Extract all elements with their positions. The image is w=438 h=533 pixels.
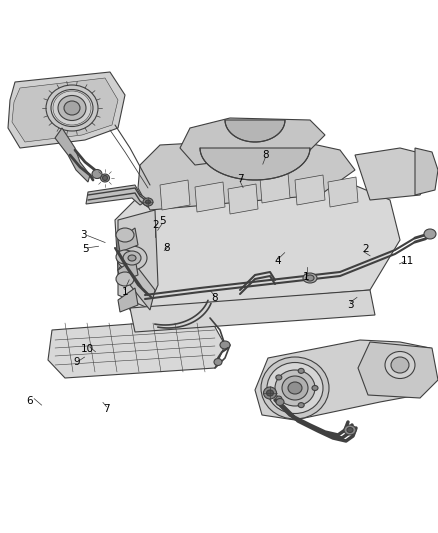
- Polygon shape: [228, 184, 258, 214]
- Ellipse shape: [220, 341, 230, 349]
- Ellipse shape: [391, 357, 409, 373]
- Ellipse shape: [379, 346, 421, 384]
- Ellipse shape: [306, 275, 314, 281]
- Text: 7: 7: [237, 174, 244, 183]
- Text: 6: 6: [26, 396, 33, 406]
- Ellipse shape: [214, 359, 222, 366]
- Text: 3: 3: [347, 300, 354, 310]
- Text: 8: 8: [163, 243, 170, 253]
- Text: 4: 4: [275, 256, 282, 266]
- Polygon shape: [8, 72, 125, 148]
- Polygon shape: [86, 185, 148, 205]
- Ellipse shape: [264, 387, 276, 399]
- Text: 2: 2: [152, 221, 159, 230]
- Polygon shape: [225, 120, 285, 142]
- Ellipse shape: [267, 362, 323, 414]
- Ellipse shape: [347, 427, 353, 432]
- Polygon shape: [115, 175, 400, 310]
- Polygon shape: [160, 180, 190, 210]
- Polygon shape: [260, 173, 290, 203]
- Polygon shape: [12, 78, 118, 142]
- Polygon shape: [328, 177, 358, 207]
- Polygon shape: [358, 342, 438, 398]
- Ellipse shape: [312, 385, 318, 391]
- Ellipse shape: [123, 251, 141, 265]
- Ellipse shape: [58, 95, 86, 120]
- Text: 3: 3: [80, 230, 87, 239]
- Ellipse shape: [46, 85, 98, 131]
- Ellipse shape: [298, 368, 304, 374]
- Polygon shape: [130, 290, 375, 332]
- Polygon shape: [118, 210, 158, 308]
- Ellipse shape: [298, 402, 304, 408]
- Text: 8: 8: [211, 294, 218, 303]
- Text: 7: 7: [103, 405, 110, 414]
- Ellipse shape: [344, 425, 356, 435]
- Ellipse shape: [92, 169, 102, 179]
- Polygon shape: [415, 148, 438, 195]
- Ellipse shape: [116, 272, 134, 286]
- Ellipse shape: [116, 228, 134, 242]
- Ellipse shape: [116, 250, 134, 264]
- Text: 5: 5: [159, 216, 166, 226]
- Ellipse shape: [424, 229, 436, 239]
- Ellipse shape: [261, 357, 329, 419]
- Ellipse shape: [100, 174, 110, 182]
- Ellipse shape: [282, 376, 308, 400]
- Polygon shape: [355, 148, 432, 200]
- Polygon shape: [55, 128, 90, 182]
- Text: 9: 9: [73, 358, 80, 367]
- Text: 1: 1: [121, 287, 128, 297]
- Polygon shape: [48, 318, 225, 378]
- Ellipse shape: [303, 273, 317, 283]
- Text: 11: 11: [401, 256, 414, 266]
- Ellipse shape: [117, 246, 147, 270]
- Polygon shape: [118, 228, 138, 252]
- Ellipse shape: [64, 101, 80, 115]
- Ellipse shape: [145, 200, 151, 204]
- Text: 5: 5: [82, 245, 89, 254]
- Ellipse shape: [128, 255, 136, 261]
- Ellipse shape: [276, 399, 284, 406]
- Text: 1: 1: [303, 272, 310, 282]
- Polygon shape: [195, 182, 225, 212]
- Ellipse shape: [275, 370, 315, 406]
- Text: 2: 2: [362, 245, 369, 254]
- Polygon shape: [295, 175, 325, 205]
- Ellipse shape: [288, 382, 302, 394]
- Ellipse shape: [276, 375, 282, 380]
- Ellipse shape: [276, 396, 282, 401]
- Text: 8: 8: [262, 150, 269, 159]
- Text: 10: 10: [81, 344, 94, 354]
- Polygon shape: [138, 138, 355, 210]
- Polygon shape: [255, 340, 435, 420]
- Polygon shape: [200, 148, 310, 180]
- Ellipse shape: [51, 90, 93, 126]
- Ellipse shape: [102, 175, 107, 181]
- Polygon shape: [180, 118, 325, 165]
- Polygon shape: [118, 255, 155, 310]
- Ellipse shape: [143, 198, 153, 206]
- Ellipse shape: [266, 390, 273, 396]
- Polygon shape: [118, 288, 138, 312]
- Ellipse shape: [385, 351, 415, 378]
- Polygon shape: [118, 258, 138, 282]
